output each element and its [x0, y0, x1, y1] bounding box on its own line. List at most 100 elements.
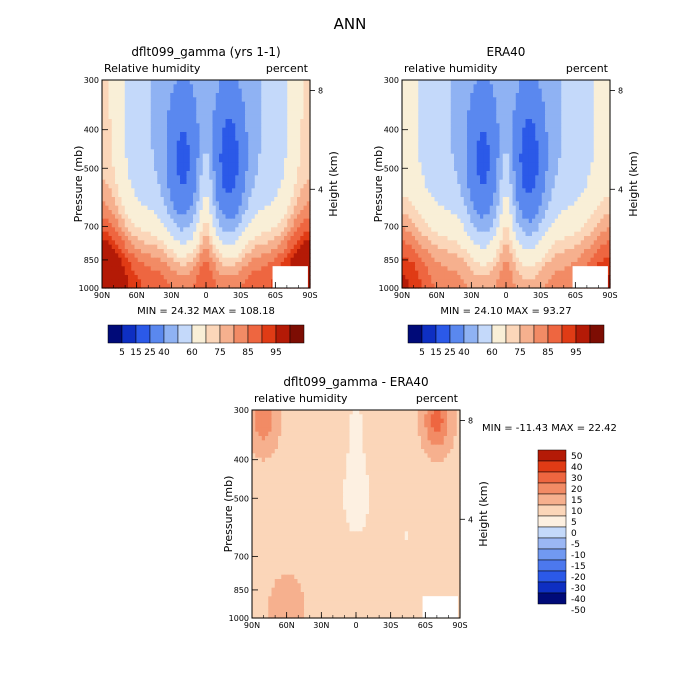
- heatmap-cell: [271, 140, 275, 146]
- heatmap-cell: [450, 197, 455, 202]
- heatmap-cell: [415, 162, 419, 168]
- heatmap-cell: [222, 127, 227, 133]
- heatmap-cell: [189, 179, 194, 185]
- heatmap-cell: [180, 205, 184, 211]
- heatmap-cell: [277, 166, 282, 172]
- heatmap-cell: [303, 158, 308, 163]
- heatmap-cell: [241, 257, 246, 263]
- heatmap-cell: [232, 236, 236, 241]
- heatmap-cell: [238, 270, 243, 276]
- heatmap-cell: [486, 175, 491, 181]
- heatmap-cell: [554, 149, 559, 155]
- heatmap-cell: [590, 114, 595, 120]
- heatmap-cell: [418, 80, 423, 85]
- heatmap-cell: [428, 101, 432, 107]
- heatmap-cell: [102, 231, 106, 237]
- heatmap-cell: [222, 162, 227, 168]
- heatmap-cell: [473, 110, 478, 116]
- heatmap-cell: [480, 188, 484, 194]
- heatmap-cell: [261, 101, 266, 107]
- heatmap-cell: [157, 231, 162, 237]
- heatmap-cell: [219, 257, 223, 263]
- heatmap-cell: [199, 153, 204, 159]
- heatmap-cell: [215, 279, 220, 285]
- heatmap-cell: [496, 166, 501, 172]
- heatmap-cell: [251, 106, 256, 111]
- heatmap-cell: [405, 171, 410, 176]
- heatmap-cell: [173, 145, 178, 150]
- heatmap-cell: [457, 179, 462, 185]
- heatmap-cell: [277, 123, 282, 129]
- heatmap-cell: [600, 188, 605, 194]
- heatmap-cell: [258, 210, 262, 215]
- heatmap-cell: [235, 179, 240, 185]
- heatmap-cell: [303, 249, 308, 254]
- heatmap-cell: [606, 158, 611, 163]
- heatmap-cell: [447, 158, 452, 163]
- heatmap-cell: [167, 106, 171, 111]
- heatmap-cell: [454, 192, 458, 198]
- heatmap-cell: [297, 253, 301, 259]
- heatmap-cell: [277, 257, 282, 263]
- heatmap-cell: [541, 80, 546, 85]
- heatmap-cell: [306, 101, 311, 107]
- heatmap-cell: [467, 93, 471, 98]
- heatmap-cell: [470, 166, 475, 172]
- heatmap-cell: [280, 244, 285, 250]
- heatmap-cell: [180, 84, 184, 90]
- heatmap-cell: [571, 158, 575, 163]
- heatmap-cell: [548, 158, 553, 163]
- heatmap-cell: [515, 97, 520, 103]
- heatmap-cell: [519, 166, 523, 172]
- heatmap-cell: [215, 275, 220, 280]
- heatmap-cell: [258, 214, 262, 220]
- heatmap-cell: [193, 84, 197, 90]
- heatmap-cell: [202, 236, 207, 241]
- heatmap-cell: [180, 214, 184, 220]
- heatmap-cell: [470, 84, 475, 90]
- heatmap-cell: [506, 162, 510, 168]
- heatmap-cell: [450, 166, 455, 172]
- heatmap-cell: [528, 179, 533, 185]
- heatmap-cell: [150, 201, 155, 207]
- heatmap-cell: [584, 119, 588, 124]
- heatmap-cell: [431, 123, 436, 129]
- heatmap-cell: [522, 80, 527, 85]
- heatmap-cell: [238, 153, 243, 159]
- heatmap-cell: [128, 127, 132, 133]
- heatmap-cell: [202, 201, 207, 207]
- heatmap-cell: [528, 106, 533, 111]
- heatmap-cell: [424, 192, 429, 198]
- heatmap-cell: [199, 114, 204, 120]
- heatmap-cell: [280, 80, 285, 85]
- heatmap-cell: [235, 184, 240, 189]
- heatmap-cell: [147, 93, 152, 98]
- heatmap-cell: [222, 240, 227, 246]
- heatmap-cell: [111, 166, 116, 172]
- heatmap-cell: [137, 236, 142, 241]
- heatmap-cell: [160, 84, 165, 90]
- heatmap-cell: [528, 84, 533, 90]
- heatmap-cell: [251, 236, 256, 241]
- heatmap-cell: [131, 175, 136, 181]
- heatmap-cell: [241, 236, 246, 241]
- heatmap-cell: [274, 162, 279, 168]
- heatmap-cell: [597, 197, 601, 202]
- heatmap-cell: [183, 171, 188, 176]
- heatmap-cell: [212, 162, 217, 168]
- heatmap-cell: [131, 84, 136, 90]
- heatmap-cell: [506, 184, 510, 189]
- heatmap-cell: [548, 166, 553, 172]
- heatmap-cell: [248, 123, 253, 129]
- heatmap-cell: [144, 184, 149, 189]
- heatmap-cell: [144, 240, 149, 246]
- heatmap-cell: [212, 201, 217, 207]
- heatmap-cell: [215, 162, 220, 168]
- heatmap-cell: [525, 106, 530, 111]
- heatmap-cell: [128, 214, 132, 220]
- heatmap-cell: [154, 262, 158, 267]
- heatmap-cell: [509, 80, 514, 85]
- heatmap-cell: [506, 197, 510, 202]
- heatmap-cell: [450, 101, 455, 107]
- heatmap-cell: [408, 158, 413, 163]
